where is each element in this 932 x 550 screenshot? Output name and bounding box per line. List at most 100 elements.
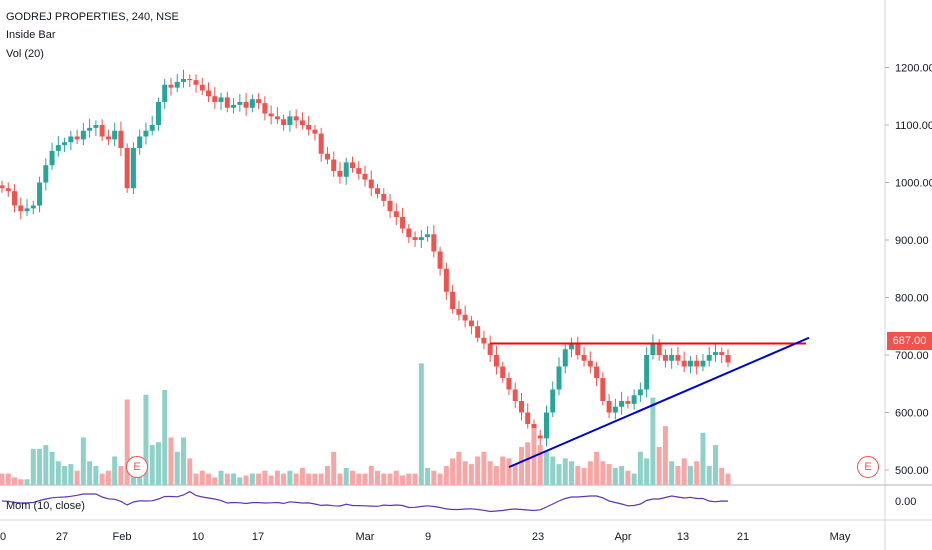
earnings-marker-icon[interactable]: E xyxy=(857,456,879,478)
volume-bar xyxy=(431,470,437,485)
volume-bar xyxy=(218,470,224,485)
candle-body xyxy=(299,120,305,125)
candle-body xyxy=(443,268,449,292)
candle-body xyxy=(124,148,130,189)
volume-bar xyxy=(312,473,318,485)
time-axis-label: 17 xyxy=(252,531,264,543)
candle-body xyxy=(681,360,687,367)
volume-bar xyxy=(456,451,462,485)
volume-bar xyxy=(237,477,243,485)
indicator-volume[interactable]: Vol (20) xyxy=(6,48,44,60)
candle-body xyxy=(562,349,568,367)
candle-body xyxy=(500,366,506,378)
volume-bar xyxy=(681,458,687,485)
candle-body xyxy=(487,343,493,355)
volume-bar xyxy=(418,363,424,485)
candle-body xyxy=(456,309,462,315)
volume-bar xyxy=(268,475,274,485)
volume-bar xyxy=(594,451,600,485)
candle-body xyxy=(550,389,556,413)
candle-body xyxy=(281,119,287,125)
volume-bar xyxy=(606,464,612,485)
volume-bar xyxy=(99,473,105,485)
volume-bar xyxy=(544,451,549,485)
candle-body xyxy=(631,395,637,404)
earnings-marker-icon[interactable]: E xyxy=(126,456,148,478)
candle-body xyxy=(18,205,24,212)
candle-body xyxy=(74,136,80,140)
volume-bar xyxy=(249,473,255,485)
candle-body xyxy=(30,205,36,209)
candle-body xyxy=(193,80,199,85)
price-tick-label: 500.00 xyxy=(895,465,929,477)
momentum-tick-label: 0.00 xyxy=(895,496,916,508)
volume-bar xyxy=(468,464,474,485)
candle-body xyxy=(431,234,437,252)
volume-bar xyxy=(162,390,168,485)
volume-bar xyxy=(68,464,74,485)
indicator-inside-bar[interactable]: Inside Bar xyxy=(6,29,56,41)
volume-bar xyxy=(49,451,55,485)
candle-body xyxy=(725,355,731,363)
volume-bar xyxy=(581,467,587,485)
volume-bar xyxy=(600,461,606,485)
volume-bar xyxy=(343,467,349,485)
volume-bar xyxy=(5,473,11,485)
candle-body xyxy=(493,355,499,367)
volume-bar xyxy=(587,461,593,485)
volume-bar xyxy=(556,464,562,485)
candle-body xyxy=(49,150,55,166)
volume-bar xyxy=(675,466,681,485)
volume-bar xyxy=(118,466,124,485)
time-axis-label: Apr xyxy=(614,531,631,543)
volume-bar xyxy=(243,475,249,485)
candle-body xyxy=(462,314,468,321)
volume-bar xyxy=(637,451,643,485)
candle-body xyxy=(306,125,312,130)
candle-body xyxy=(468,320,474,327)
candle-body xyxy=(130,148,136,189)
volume-bar xyxy=(450,458,456,485)
candle-body xyxy=(675,355,681,361)
candle-body xyxy=(625,401,631,404)
candle-body xyxy=(644,355,650,390)
volume-bar xyxy=(631,473,637,485)
candle-body xyxy=(481,337,487,344)
candle-body xyxy=(694,360,700,367)
volume-bar xyxy=(619,466,625,485)
volume-bar xyxy=(387,473,393,485)
indicator-momentum[interactable]: Mom (10, close) xyxy=(6,500,85,512)
volume-bar xyxy=(493,466,499,485)
momentum-line xyxy=(1,490,729,513)
volume-bar xyxy=(30,448,36,485)
volume-bar xyxy=(80,437,86,485)
candle-body xyxy=(187,79,193,81)
candle-body xyxy=(105,136,111,140)
support-trendline xyxy=(508,336,810,469)
time-axis-label: Mar xyxy=(356,531,375,543)
volume-bar xyxy=(375,470,381,485)
candle-body xyxy=(475,326,481,338)
candle-body xyxy=(168,84,174,88)
time-axis-label: 0 xyxy=(0,531,6,543)
price-tick-label: 700.00 xyxy=(895,350,929,362)
volume-bar xyxy=(337,473,343,485)
volume-bar xyxy=(105,470,111,485)
candle-body xyxy=(268,113,274,117)
candle-body xyxy=(262,103,268,114)
time-axis-label: 21 xyxy=(737,531,749,543)
volume-bar xyxy=(368,466,374,485)
candle-body xyxy=(606,401,612,413)
candle-body xyxy=(5,188,11,192)
volume-bar xyxy=(687,466,693,485)
candle-body xyxy=(418,237,424,240)
volume-bar xyxy=(487,461,493,485)
volume-bar xyxy=(725,473,731,485)
candle-body xyxy=(544,412,549,439)
volume-bar xyxy=(575,466,581,485)
candle-body xyxy=(356,168,362,174)
candle-body xyxy=(249,99,255,108)
time-axis-label: 13 xyxy=(677,531,689,543)
candle-body xyxy=(12,191,18,206)
